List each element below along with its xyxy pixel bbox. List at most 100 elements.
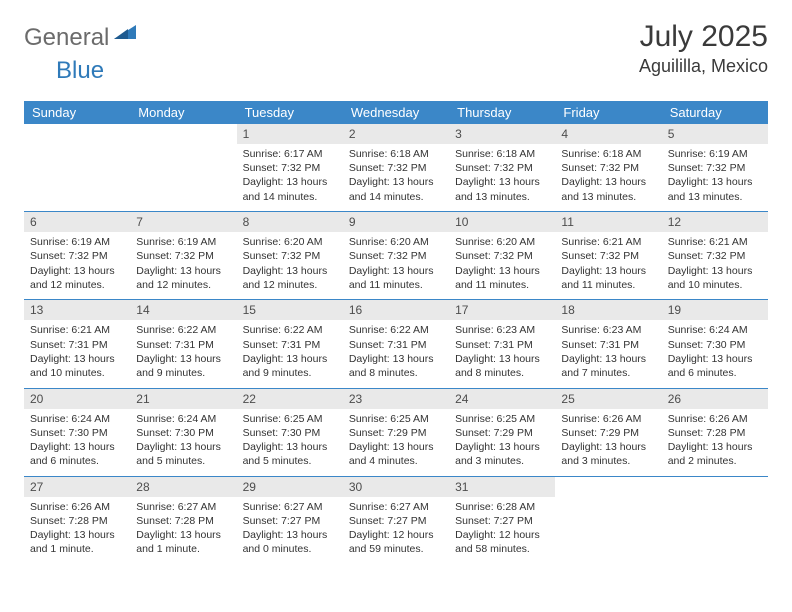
day-info: Sunrise: 6:27 AMSunset: 7:27 PMDaylight:… xyxy=(343,497,449,563)
day-info: Sunrise: 6:19 AMSunset: 7:32 PMDaylight:… xyxy=(24,232,130,298)
day-info: Sunrise: 6:19 AMSunset: 7:32 PMDaylight:… xyxy=(662,144,768,210)
day-info: Sunrise: 6:18 AMSunset: 7:32 PMDaylight:… xyxy=(449,144,555,210)
calendar-day-cell: 15Sunrise: 6:22 AMSunset: 7:31 PMDayligh… xyxy=(237,300,343,386)
day-info: Sunrise: 6:20 AMSunset: 7:32 PMDaylight:… xyxy=(237,232,343,298)
day-info: Sunrise: 6:24 AMSunset: 7:30 PMDaylight:… xyxy=(662,320,768,386)
day-info: Sunrise: 6:21 AMSunset: 7:32 PMDaylight:… xyxy=(555,232,661,298)
day-info: Sunrise: 6:19 AMSunset: 7:32 PMDaylight:… xyxy=(130,232,236,298)
day-number: 7 xyxy=(130,212,236,232)
day-info: Sunrise: 6:25 AMSunset: 7:29 PMDaylight:… xyxy=(449,409,555,475)
calendar-day-cell: 24Sunrise: 6:25 AMSunset: 7:29 PMDayligh… xyxy=(449,388,555,474)
calendar-day-cell: 1Sunrise: 6:17 AMSunset: 7:32 PMDaylight… xyxy=(237,124,343,210)
day-info: Sunrise: 6:22 AMSunset: 7:31 PMDaylight:… xyxy=(130,320,236,386)
day-number: 11 xyxy=(555,212,661,232)
day-info: Sunrise: 6:22 AMSunset: 7:31 PMDaylight:… xyxy=(343,320,449,386)
day-number: 12 xyxy=(662,212,768,232)
day-info: Sunrise: 6:24 AMSunset: 7:30 PMDaylight:… xyxy=(24,409,130,475)
calendar-day-cell: 22Sunrise: 6:25 AMSunset: 7:30 PMDayligh… xyxy=(237,388,343,474)
day-number: 17 xyxy=(449,300,555,320)
day-info: Sunrise: 6:25 AMSunset: 7:30 PMDaylight:… xyxy=(237,409,343,475)
calendar-day-cell: 28Sunrise: 6:27 AMSunset: 7:28 PMDayligh… xyxy=(130,476,236,562)
calendar-week-row: 20Sunrise: 6:24 AMSunset: 7:30 PMDayligh… xyxy=(24,388,768,474)
day-number: 24 xyxy=(449,389,555,409)
day-number: 6 xyxy=(24,212,130,232)
day-number: 21 xyxy=(130,389,236,409)
day-header-friday: Friday xyxy=(555,101,661,124)
location: Aguililla, Mexico xyxy=(639,56,768,77)
day-header-sunday: Sunday xyxy=(24,101,130,124)
day-number: 30 xyxy=(343,477,449,497)
calendar-day-cell: 13Sunrise: 6:21 AMSunset: 7:31 PMDayligh… xyxy=(24,300,130,386)
day-info: Sunrise: 6:20 AMSunset: 7:32 PMDaylight:… xyxy=(343,232,449,298)
calendar-day-cell: 18Sunrise: 6:23 AMSunset: 7:31 PMDayligh… xyxy=(555,300,661,386)
calendar-day-cell: 20Sunrise: 6:24 AMSunset: 7:30 PMDayligh… xyxy=(24,388,130,474)
calendar-week-row: ........1Sunrise: 6:17 AMSunset: 7:32 PM… xyxy=(24,124,768,210)
logo-text-general: General xyxy=(24,24,109,52)
day-info: Sunrise: 6:27 AMSunset: 7:27 PMDaylight:… xyxy=(237,497,343,563)
logo-text-blue: Blue xyxy=(56,57,104,84)
calendar-day-cell: 3Sunrise: 6:18 AMSunset: 7:32 PMDaylight… xyxy=(449,124,555,210)
day-number: 27 xyxy=(24,477,130,497)
calendar-day-cell: 29Sunrise: 6:27 AMSunset: 7:27 PMDayligh… xyxy=(237,476,343,562)
calendar-day-cell: 19Sunrise: 6:24 AMSunset: 7:30 PMDayligh… xyxy=(662,300,768,386)
calendar-day-cell: .... xyxy=(24,124,130,210)
calendar-day-cell: 27Sunrise: 6:26 AMSunset: 7:28 PMDayligh… xyxy=(24,476,130,562)
calendar-day-cell: 30Sunrise: 6:27 AMSunset: 7:27 PMDayligh… xyxy=(343,476,449,562)
calendar-week-row: 27Sunrise: 6:26 AMSunset: 7:28 PMDayligh… xyxy=(24,476,768,562)
day-number: 3 xyxy=(449,124,555,144)
day-info: Sunrise: 6:22 AMSunset: 7:31 PMDaylight:… xyxy=(237,320,343,386)
calendar-day-cell: 25Sunrise: 6:26 AMSunset: 7:29 PMDayligh… xyxy=(555,388,661,474)
day-info: Sunrise: 6:26 AMSunset: 7:29 PMDaylight:… xyxy=(555,409,661,475)
calendar-day-cell: 16Sunrise: 6:22 AMSunset: 7:31 PMDayligh… xyxy=(343,300,449,386)
day-info: Sunrise: 6:17 AMSunset: 7:32 PMDaylight:… xyxy=(237,144,343,210)
day-number: 5 xyxy=(662,124,768,144)
calendar-day-cell: .... xyxy=(555,476,661,562)
day-header-monday: Monday xyxy=(130,101,236,124)
calendar-day-cell: 12Sunrise: 6:21 AMSunset: 7:32 PMDayligh… xyxy=(662,212,768,298)
day-info: Sunrise: 6:23 AMSunset: 7:31 PMDaylight:… xyxy=(449,320,555,386)
day-number: 19 xyxy=(662,300,768,320)
day-number: 16 xyxy=(343,300,449,320)
calendar-day-cell: 9Sunrise: 6:20 AMSunset: 7:32 PMDaylight… xyxy=(343,212,449,298)
day-number: 18 xyxy=(555,300,661,320)
calendar-week-row: 13Sunrise: 6:21 AMSunset: 7:31 PMDayligh… xyxy=(24,300,768,386)
logo: General xyxy=(24,24,138,52)
calendar-day-cell: 2Sunrise: 6:18 AMSunset: 7:32 PMDaylight… xyxy=(343,124,449,210)
calendar-day-cell: 10Sunrise: 6:20 AMSunset: 7:32 PMDayligh… xyxy=(449,212,555,298)
calendar-day-cell: 6Sunrise: 6:19 AMSunset: 7:32 PMDaylight… xyxy=(24,212,130,298)
day-number: 13 xyxy=(24,300,130,320)
day-header-tuesday: Tuesday xyxy=(237,101,343,124)
day-number: 1 xyxy=(237,124,343,144)
day-header-row: Sunday Monday Tuesday Wednesday Thursday… xyxy=(24,101,768,124)
day-info: Sunrise: 6:25 AMSunset: 7:29 PMDaylight:… xyxy=(343,409,449,475)
day-info: Sunrise: 6:24 AMSunset: 7:30 PMDaylight:… xyxy=(130,409,236,475)
day-number: 14 xyxy=(130,300,236,320)
calendar-day-cell: 7Sunrise: 6:19 AMSunset: 7:32 PMDaylight… xyxy=(130,212,236,298)
day-info: Sunrise: 6:18 AMSunset: 7:32 PMDaylight:… xyxy=(555,144,661,210)
day-info: Sunrise: 6:20 AMSunset: 7:32 PMDaylight:… xyxy=(449,232,555,298)
calendar-body: ........1Sunrise: 6:17 AMSunset: 7:32 PM… xyxy=(24,124,768,562)
calendar-day-cell: 5Sunrise: 6:19 AMSunset: 7:32 PMDaylight… xyxy=(662,124,768,210)
day-info: Sunrise: 6:18 AMSunset: 7:32 PMDaylight:… xyxy=(343,144,449,210)
calendar-day-cell: .... xyxy=(130,124,236,210)
calendar-table: Sunday Monday Tuesday Wednesday Thursday… xyxy=(24,101,768,562)
day-info: Sunrise: 6:27 AMSunset: 7:28 PMDaylight:… xyxy=(130,497,236,563)
calendar-day-cell: 23Sunrise: 6:25 AMSunset: 7:29 PMDayligh… xyxy=(343,388,449,474)
day-number: 28 xyxy=(130,477,236,497)
day-info: Sunrise: 6:23 AMSunset: 7:31 PMDaylight:… xyxy=(555,320,661,386)
calendar-day-cell: 4Sunrise: 6:18 AMSunset: 7:32 PMDaylight… xyxy=(555,124,661,210)
calendar-day-cell: 26Sunrise: 6:26 AMSunset: 7:28 PMDayligh… xyxy=(662,388,768,474)
calendar-day-cell: 21Sunrise: 6:24 AMSunset: 7:30 PMDayligh… xyxy=(130,388,236,474)
day-number: 8 xyxy=(237,212,343,232)
day-header-wednesday: Wednesday xyxy=(343,101,449,124)
day-number: 9 xyxy=(343,212,449,232)
day-header-saturday: Saturday xyxy=(662,101,768,124)
calendar-day-cell: 8Sunrise: 6:20 AMSunset: 7:32 PMDaylight… xyxy=(237,212,343,298)
logo-triangle-icon xyxy=(114,23,136,44)
day-number: 29 xyxy=(237,477,343,497)
calendar-day-cell: 11Sunrise: 6:21 AMSunset: 7:32 PMDayligh… xyxy=(555,212,661,298)
day-number: 15 xyxy=(237,300,343,320)
day-number: 4 xyxy=(555,124,661,144)
day-number: 20 xyxy=(24,389,130,409)
day-number: 2 xyxy=(343,124,449,144)
